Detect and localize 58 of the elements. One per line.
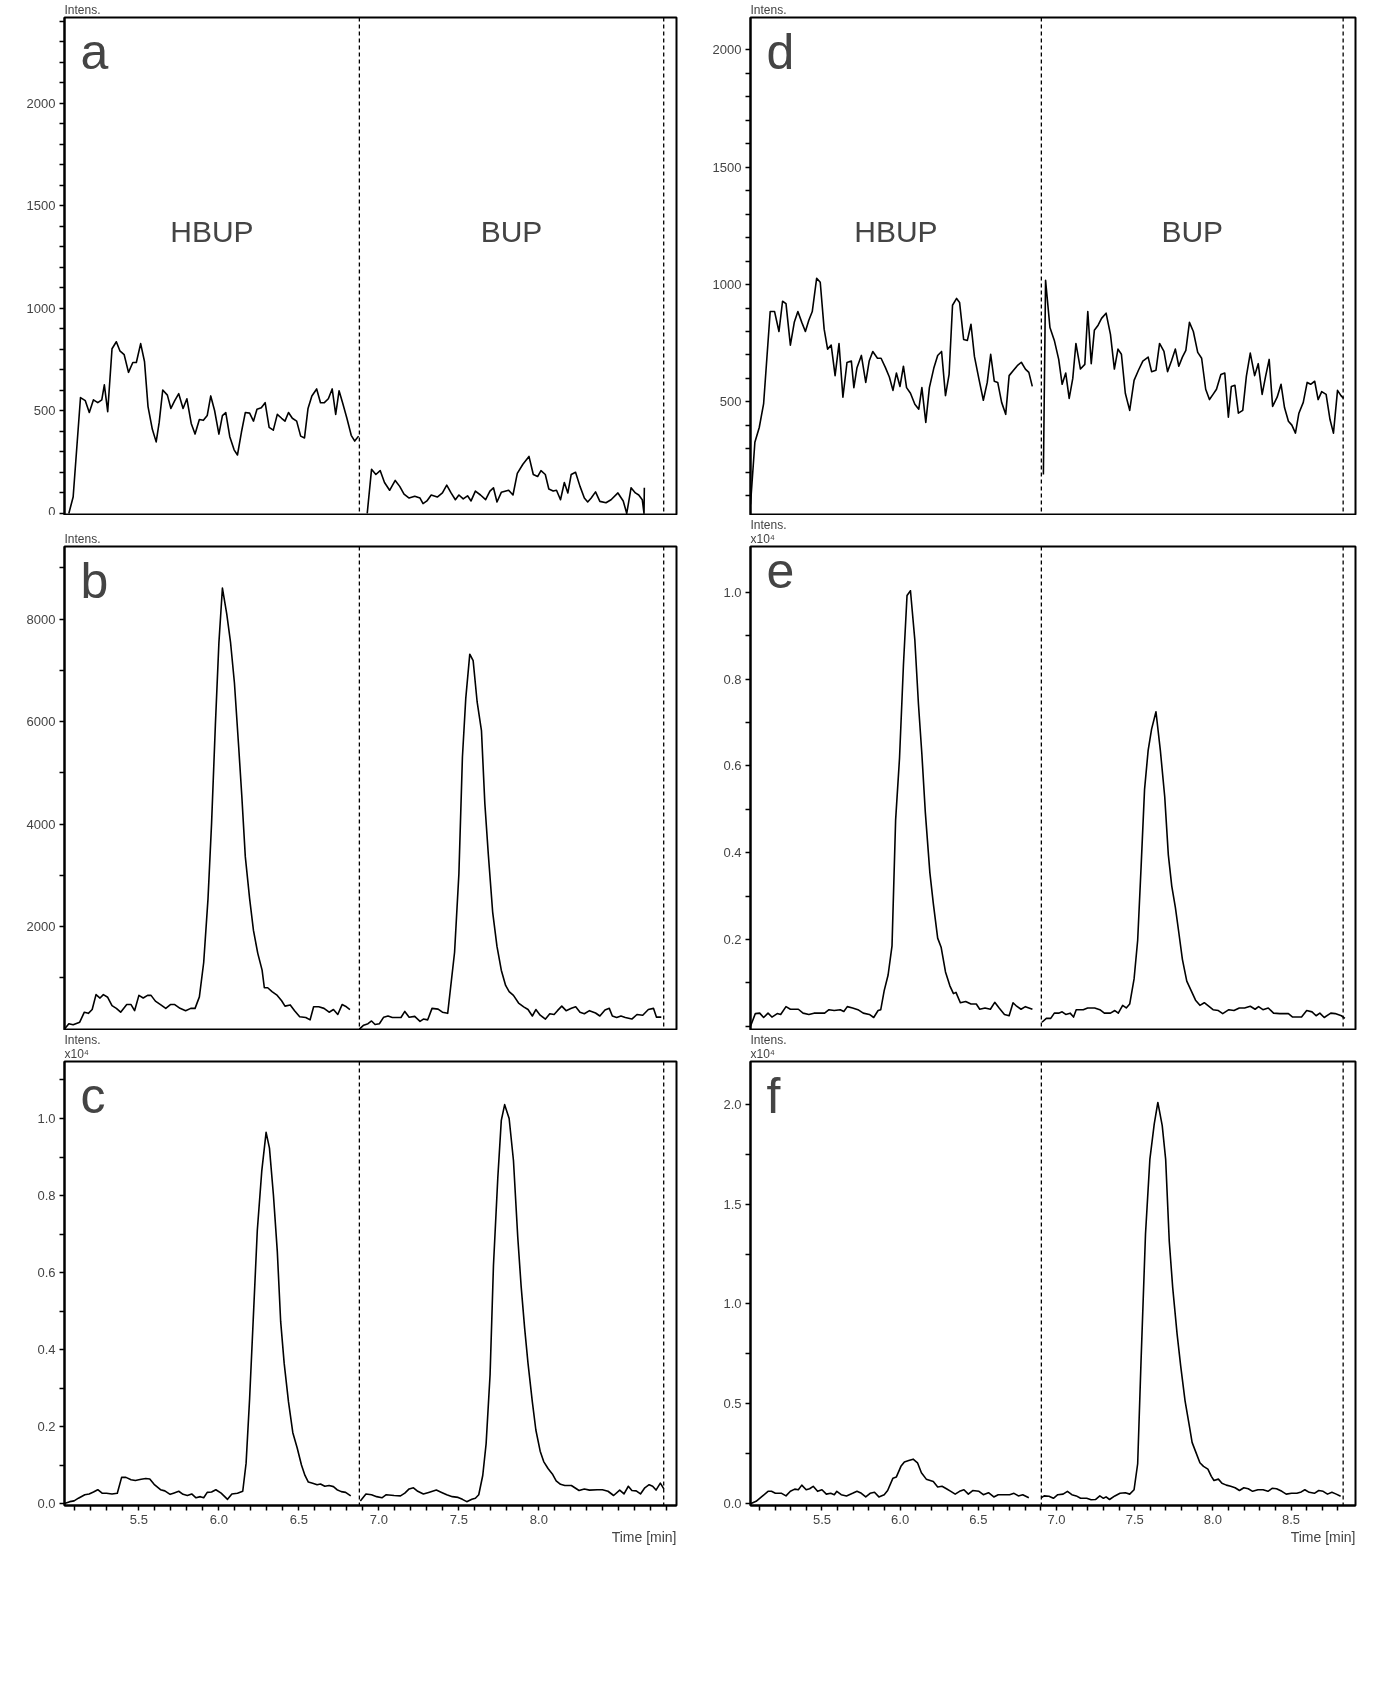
y-tick-label: 0 xyxy=(48,503,56,519)
y-tick-label: 8000 xyxy=(26,611,56,627)
y-tick-label: 1500 xyxy=(26,198,56,214)
x-tick-label: 7.5 xyxy=(449,1511,468,1527)
y-tick-label: 0.2 xyxy=(723,931,742,947)
y-tick-label: 500 xyxy=(33,403,56,419)
y-tick-label: 2.0 xyxy=(723,1096,742,1112)
x-tick-label: 5.5 xyxy=(812,1511,831,1527)
annotation: BUP xyxy=(1161,215,1224,249)
y-tick-label: 0.0 xyxy=(37,1496,56,1512)
x-tick-label: 7.5 xyxy=(1125,1511,1144,1527)
y-axis-title: Intens. x10⁴ xyxy=(64,1033,101,1061)
y-axis-title: Intens. x10⁴ xyxy=(750,1033,787,1061)
y-tick-label: 1500 xyxy=(712,159,742,175)
annotation: BUP xyxy=(480,215,543,249)
y-tick-label: 2000 xyxy=(712,42,742,58)
x-axis-title: Time [min] xyxy=(611,1529,677,1545)
y-tick-label: 0.2 xyxy=(37,1419,56,1435)
y-tick-label: 1.5 xyxy=(723,1196,742,1212)
y-tick-label: 6000 xyxy=(26,714,56,730)
y-tick-label: 0.5 xyxy=(723,1396,742,1412)
y-tick-label: 0.8 xyxy=(37,1188,56,1204)
annotation: c xyxy=(80,1067,106,1124)
y-axis-title: Intens. xyxy=(750,3,787,17)
x-axis-title: Time [min] xyxy=(1290,1529,1356,1545)
x-tick-label: 8.5 xyxy=(1282,1511,1301,1527)
y-tick-label: 1.0 xyxy=(37,1110,56,1126)
x-tick-label: 6.0 xyxy=(209,1511,228,1527)
annotation: f xyxy=(766,1067,781,1124)
x-tick-label: 6.0 xyxy=(891,1511,910,1527)
y-tick-label: 4000 xyxy=(26,816,56,832)
y-tick-label: 0.6 xyxy=(37,1265,56,1281)
y-tick-label: 1.0 xyxy=(723,1296,742,1312)
y-tick-label: 0.0 xyxy=(723,1496,742,1512)
y-axis-title: Intens. xyxy=(64,532,101,546)
y-tick-label: 0.8 xyxy=(723,671,742,687)
y-tick-label: 1000 xyxy=(26,300,56,316)
y-tick-label: 2000 xyxy=(26,95,56,111)
annotation: b xyxy=(80,552,109,609)
x-tick-label: 6.5 xyxy=(289,1511,308,1527)
annotation: HBUP xyxy=(854,215,938,249)
y-tick-label: 0.6 xyxy=(723,758,742,774)
y-tick-label: 1000 xyxy=(712,277,742,293)
x-tick-label: 8.0 xyxy=(1203,1511,1222,1527)
annotation: d xyxy=(766,23,795,80)
y-tick-label: 500 xyxy=(719,394,742,410)
y-axis-title: Intens. xyxy=(64,3,101,17)
x-tick-label: 5.5 xyxy=(129,1511,148,1527)
y-tick-label: 2000 xyxy=(26,919,56,935)
y-tick-label: 0.4 xyxy=(723,845,742,861)
x-tick-label: 7.0 xyxy=(369,1511,388,1527)
x-tick-label: 7.0 xyxy=(1047,1511,1066,1527)
x-tick-label: 6.5 xyxy=(969,1511,988,1527)
x-tick-label: 8.0 xyxy=(529,1511,548,1527)
annotation: a xyxy=(80,23,109,80)
y-tick-label: 0.4 xyxy=(37,1342,56,1358)
annotation: HBUP xyxy=(170,215,254,249)
y-tick-label: 1.0 xyxy=(723,584,742,600)
